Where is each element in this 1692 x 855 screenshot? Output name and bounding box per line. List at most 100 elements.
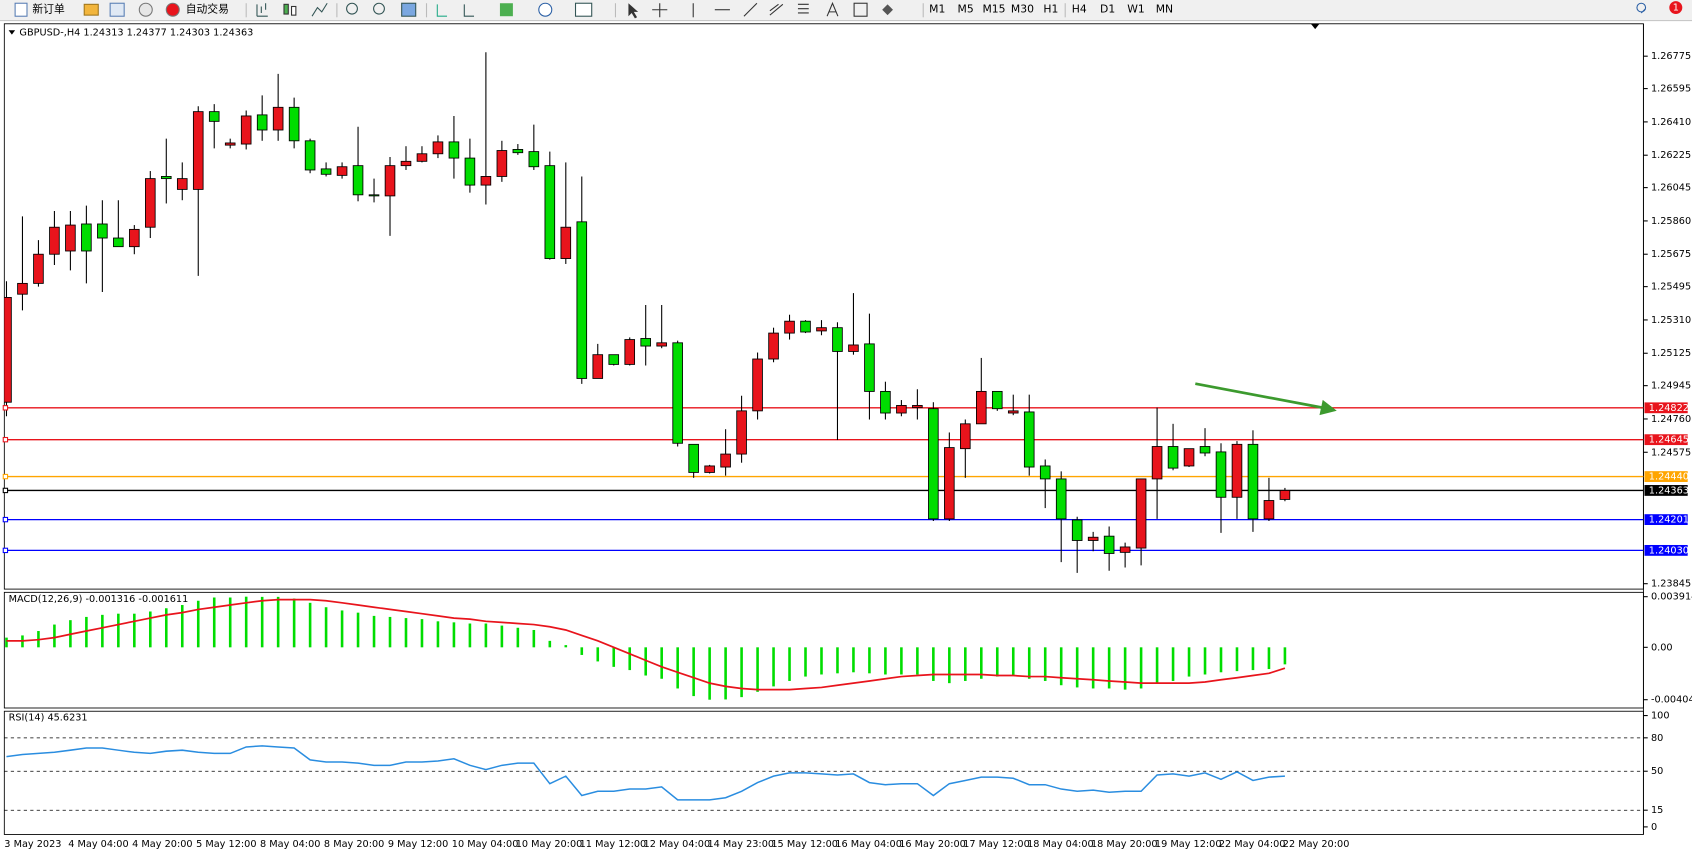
timeframe-button[interactable]: M15 <box>983 3 1006 16</box>
timeframe-button[interactable]: D1 <box>1100 3 1115 16</box>
price-level-tag <box>1644 485 1688 496</box>
auto-trading-button[interactable]: 自动交易 <box>186 2 229 16</box>
candle-body <box>784 320 795 334</box>
tile-icon[interactable] <box>401 2 417 17</box>
auto-trading-icon[interactable] <box>165 2 180 17</box>
macd-bar <box>1011 647 1015 676</box>
timeframe-button[interactable]: H1 <box>1043 3 1058 16</box>
y-tick-label: 1.26225 <box>1651 150 1691 161</box>
macd-bar <box>1283 647 1287 665</box>
toolbar-icon[interactable] <box>138 2 153 17</box>
macd-bar <box>628 647 632 671</box>
macd-bar <box>1027 647 1031 679</box>
bar-chart-icon[interactable] <box>256 3 268 17</box>
candle-body <box>1215 451 1227 498</box>
trendline-icon[interactable] <box>743 2 758 17</box>
candle-body <box>192 111 204 190</box>
candle-body <box>608 354 620 365</box>
price-level-handle <box>2 436 9 443</box>
search-icon[interactable] <box>1636 2 1647 14</box>
x-tick-label: 11 May 12:00 <box>580 839 647 850</box>
macd-bar <box>740 647 743 698</box>
zoom-out-icon[interactable] <box>373 2 385 15</box>
x-tick-label: 8 May 04:00 <box>260 839 320 850</box>
zoom-in-icon[interactable] <box>346 2 358 15</box>
candle-body <box>145 178 156 228</box>
candle-body <box>1167 446 1179 469</box>
toolbar: 新订单 自动交易 M1 M5 M15 M30 H1 H4 D1 W1 MN <box>0 0 1692 22</box>
rsi-title: RSI(14) 45.6231 <box>9 713 88 724</box>
new-order-icon[interactable] <box>14 2 28 17</box>
candle-body <box>656 342 667 347</box>
candle-body <box>512 149 524 154</box>
autoscroll-icon[interactable] <box>436 4 448 17</box>
y-tick-label: 1.26775 <box>1651 51 1691 62</box>
macd-bar <box>868 647 871 674</box>
timeframe-button[interactable]: M30 <box>1011 3 1034 16</box>
toolbar-icon[interactable] <box>83 3 99 16</box>
x-tick-label: 10 May 20:00 <box>516 839 583 850</box>
macd-bar <box>916 647 919 675</box>
macd-bar <box>532 629 536 648</box>
macd-bar <box>420 619 424 648</box>
candle-body <box>432 141 444 155</box>
macd-bar <box>548 640 552 648</box>
candle-body <box>592 354 604 379</box>
candle-body <box>624 339 636 365</box>
macd-bar <box>995 647 999 677</box>
channel-icon[interactable] <box>769 3 784 16</box>
timeframe-button[interactable]: MN <box>1156 3 1173 16</box>
macd-bar <box>5 637 8 648</box>
text-icon[interactable] <box>826 1 839 17</box>
timeframe-button[interactable]: M5 <box>958 3 974 16</box>
indicator-icon[interactable] <box>499 3 513 17</box>
macd-bar <box>979 647 983 679</box>
candle-body <box>928 408 939 520</box>
label-icon[interactable] <box>853 2 868 17</box>
candle-body <box>400 160 412 167</box>
fibo-icon[interactable] <box>797 3 809 14</box>
x-tick-label: 10 May 04:00 <box>452 839 519 850</box>
crosshair-icon[interactable] <box>652 3 668 18</box>
candle-icon[interactable] <box>290 5 297 16</box>
notification-badge[interactable] <box>1669 1 1683 15</box>
timeframe-button[interactable]: H4 <box>1072 3 1087 16</box>
candle-body <box>1119 546 1131 553</box>
toolbar-icon[interactable] <box>109 2 125 17</box>
line-chart-icon[interactable] <box>311 2 328 17</box>
x-tick-label: 4 May 04:00 <box>68 839 128 850</box>
macd-bar <box>1075 647 1079 688</box>
macd-bar <box>516 627 520 648</box>
new-order-button[interactable]: 新订单 <box>32 2 65 16</box>
shift-icon[interactable] <box>463 4 475 17</box>
y-tick-label: 1.24760 <box>1651 414 1691 425</box>
candle-body <box>480 176 492 186</box>
macd-bar <box>708 647 711 700</box>
candle-icon[interactable] <box>283 3 289 15</box>
main-plot <box>4 52 1644 573</box>
macd-bar <box>932 647 935 681</box>
price-level-tag <box>1644 544 1688 556</box>
macd-bar <box>900 647 903 675</box>
y-tick-label: 1.24575 <box>1651 447 1691 458</box>
timeframe-buttons: M1 M5 M15 M30 H1 H4 D1 W1 MN <box>929 3 1173 18</box>
timeframe-button[interactable]: M1 <box>929 3 945 16</box>
x-tick-label: 4 May 20:00 <box>132 839 192 850</box>
timeframe-button[interactable]: W1 <box>1127 3 1145 16</box>
notification-count[interactable]: 1 <box>1673 3 1679 14</box>
macd-bar <box>436 621 440 648</box>
macd-bar <box>1091 647 1095 689</box>
x-tick-label: 17 May 12:00 <box>963 839 1030 850</box>
template-icon[interactable] <box>574 2 593 17</box>
y-tick-label: 80 <box>1651 733 1663 744</box>
cursor-icon[interactable] <box>628 3 639 19</box>
macd-bar <box>133 613 136 648</box>
candle-body <box>672 342 683 444</box>
period-icon[interactable] <box>538 2 553 17</box>
candle-body <box>176 178 188 190</box>
x-tick-label: 19 May 12:00 <box>1155 839 1222 850</box>
macd-bar <box>884 647 887 675</box>
macd-bar <box>1043 647 1047 681</box>
candle-body <box>224 142 236 146</box>
